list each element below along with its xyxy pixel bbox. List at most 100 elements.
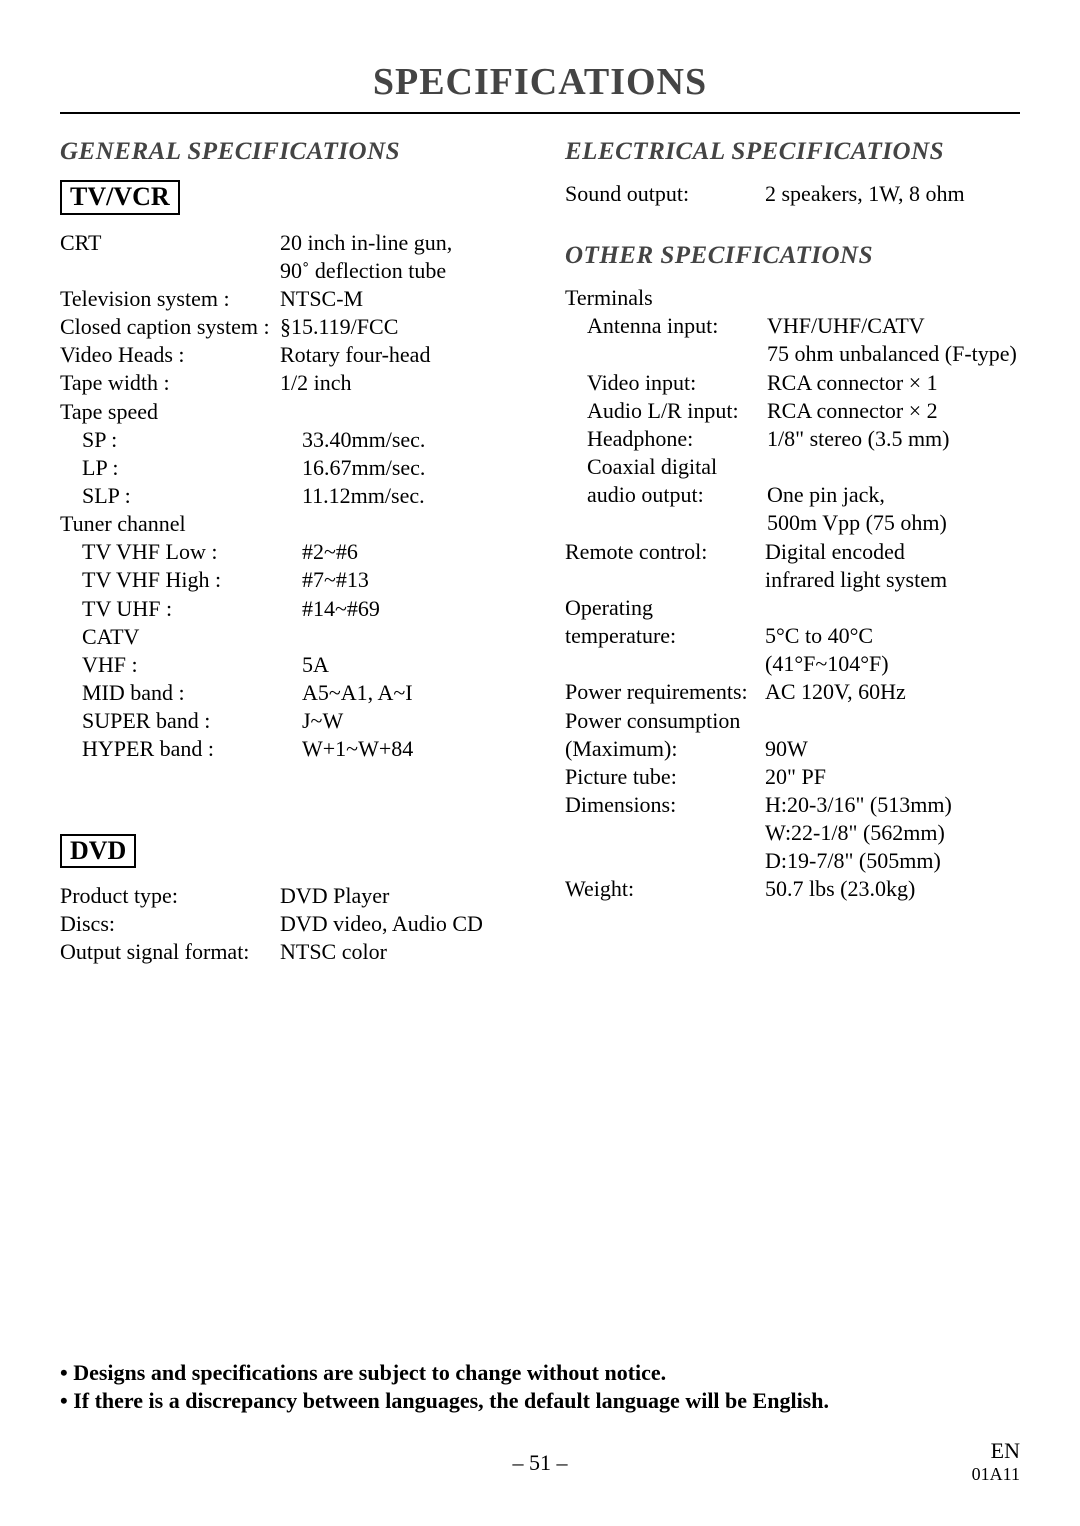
sp-value: 33.40mm/sec. (302, 426, 425, 454)
pcon-label2: (Maximum): (565, 735, 765, 763)
right-column: ELECTRICAL SPECIFICATIONS Sound output:2… (565, 138, 1020, 967)
sound-label: Sound output: (565, 180, 765, 208)
tvsys-value: NTSC-M (280, 285, 363, 313)
hp-value: 1/8" stereo (3.5 mm) (767, 425, 950, 453)
vhfhigh-label: TV VHF High : (60, 566, 302, 594)
tapespeed-label: Tape speed (60, 398, 280, 426)
tuner-label: Tuner channel (60, 510, 280, 538)
discs-label: Discs: (60, 910, 280, 938)
blank (565, 650, 765, 678)
sp-label: SP : (60, 426, 302, 454)
ptube-value: 20" PF (765, 763, 826, 791)
mid-label: MID band : (60, 679, 302, 707)
tvvcr-specs: CRT20 inch in-line gun, 90˚ deflection t… (60, 229, 515, 764)
crt-label: CRT (60, 229, 280, 257)
vheads-value: Rotary four-head (280, 341, 430, 369)
dim-value3: D:19-7/8" (505mm) (765, 847, 941, 875)
weight-label: Weight: (565, 875, 765, 903)
ant-value: VHF/UHF/CATV (767, 312, 925, 340)
cvhf-label: VHF : (60, 651, 302, 679)
cc-value: §15.119/FCC (280, 313, 398, 341)
lp-value: 16.67mm/sec. (302, 454, 425, 482)
general-spec-head: GENERAL SPECIFICATIONS (60, 138, 515, 166)
ptype-value: DVD Player (280, 882, 389, 910)
coax-label1: Coaxial digital (565, 453, 767, 481)
lang-code: EN (972, 1438, 1020, 1464)
remote-label: Remote control: (565, 538, 765, 566)
note-1: • Designs and specifications are subject… (60, 1360, 1020, 1386)
uhf-value: #14~#69 (302, 595, 380, 623)
electrical-spec-head: ELECTRICAL SPECIFICATIONS (565, 138, 1020, 166)
coax-value: One pin jack, (767, 481, 885, 509)
tvvcr-box: TV/VCR (60, 180, 180, 215)
ain-label: Audio L/R input: (565, 397, 767, 425)
optemp-value2: (41°F~104°F) (765, 650, 889, 678)
weight-value: 50.7 lbs (23.0kg) (765, 875, 915, 903)
doc-id: 01A11 (972, 1464, 1020, 1486)
super-label: SUPER band : (60, 707, 302, 735)
preq-value: AC 120V, 60Hz (765, 678, 906, 706)
dim-label: Dimensions: (565, 791, 765, 819)
vhflow-label: TV VHF Low : (60, 538, 302, 566)
left-column: GENERAL SPECIFICATIONS TV/VCR CRT20 inch… (60, 138, 515, 967)
super-value: J~W (302, 707, 343, 735)
slp-label: SLP : (60, 482, 302, 510)
title-rule (60, 112, 1020, 114)
cvhf-value: 5A (302, 651, 329, 679)
page-number: – 51 – (0, 1450, 1080, 1476)
osf-label: Output signal format: (60, 938, 280, 966)
uhf-label: TV UHF : (60, 595, 302, 623)
coax-value2: 500m Vpp (75 ohm) (767, 509, 947, 537)
terminals-label: Terminals (565, 284, 765, 312)
ain-value: RCA connector × 2 (767, 397, 938, 425)
tapew-label: Tape width : (60, 369, 280, 397)
optemp-value: 5°C to 40°C (765, 622, 873, 650)
blank (60, 257, 280, 285)
ptube-label: Picture tube: (565, 763, 765, 791)
columns: GENERAL SPECIFICATIONS TV/VCR CRT20 inch… (60, 138, 1020, 967)
vhflow-value: #2~#6 (302, 538, 358, 566)
pcon-value: 90W (765, 735, 808, 763)
footer-notes: • Designs and specifications are subject… (60, 1360, 1020, 1416)
dim-value2: W:22-1/8" (562mm) (765, 819, 945, 847)
note-2: • If there is a discrepancy between lang… (60, 1388, 1020, 1414)
discs-value: DVD video, Audio CD (280, 910, 483, 938)
coax-label2: audio output: (565, 481, 767, 509)
blank (565, 566, 765, 594)
vin-value: RCA connector × 1 (767, 369, 938, 397)
lp-label: LP : (60, 454, 302, 482)
hyper-value: W+1~W+84 (302, 735, 413, 763)
tapew-value: 1/2 inch (280, 369, 352, 397)
dvd-specs: Product type:DVD Player Discs:DVD video,… (60, 882, 515, 966)
blank (565, 847, 765, 875)
dim-value: H:20-3/16" (513mm) (765, 791, 952, 819)
optemp-label1: Operating (565, 594, 765, 622)
page-title: SPECIFICATIONS (60, 60, 1020, 104)
remote-value: Digital encoded (765, 538, 905, 566)
slp-value: 11.12mm/sec. (302, 482, 425, 510)
dvd-box: DVD (60, 834, 136, 869)
crt-value2: 90˚ deflection tube (280, 257, 446, 285)
blank (565, 819, 765, 847)
catv-label: CATV (60, 623, 302, 651)
osf-value: NTSC color (280, 938, 387, 966)
ptype-label: Product type: (60, 882, 280, 910)
mid-value: A5~A1, A~I (302, 679, 413, 707)
doc-code: EN 01A11 (972, 1438, 1020, 1486)
pcon-label1: Power consumption (565, 707, 765, 735)
vheads-label: Video Heads : (60, 341, 280, 369)
hp-label: Headphone: (565, 425, 767, 453)
vhfhigh-value: #7~#13 (302, 566, 369, 594)
cc-label: Closed caption system : (60, 313, 280, 341)
preq-label: Power requirements: (565, 678, 765, 706)
optemp-label2: temperature: (565, 622, 765, 650)
remote-value2: infrared light system (765, 566, 947, 594)
ant-label: Antenna input: (565, 312, 767, 340)
blank (565, 509, 767, 537)
sound-value: 2 speakers, 1W, 8 ohm (765, 180, 965, 208)
blank (565, 340, 767, 368)
ant-value2: 75 ohm unbalanced (F-type) (767, 340, 1017, 368)
vin-label: Video input: (565, 369, 767, 397)
electrical-specs: Sound output:2 speakers, 1W, 8 ohm (565, 180, 1020, 208)
other-spec-head: OTHER SPECIFICATIONS (565, 242, 1020, 270)
